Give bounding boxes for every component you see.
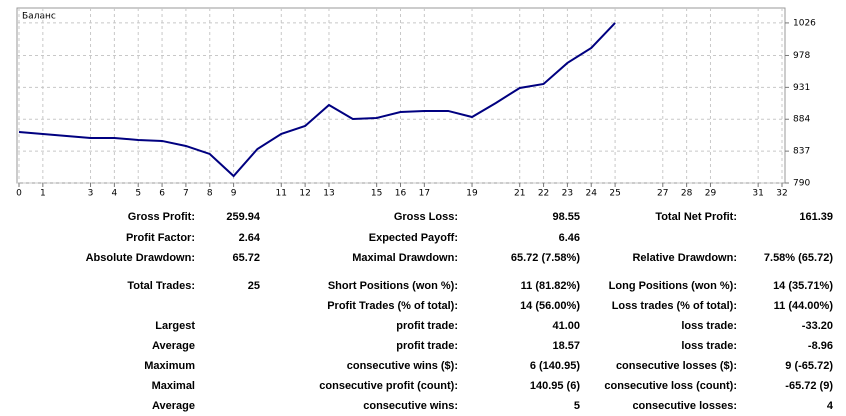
stat-label: Gross Profit: [128, 211, 195, 223]
x-tick-label: 31 [752, 189, 763, 199]
stat-label: Relative Drawdown: [632, 252, 737, 264]
stat-label: Total Trades: [127, 280, 195, 292]
stat-label: Profit Trades (% of total): [327, 300, 458, 312]
x-tick-label: 25 [609, 189, 620, 199]
stat-value: 18.57 [552, 340, 580, 352]
x-tick-label: 5 [135, 189, 141, 199]
stat-value: 65.72 [232, 252, 260, 264]
stat-label: Maximum [144, 360, 195, 372]
x-tick-label: 3 [88, 189, 94, 199]
x-tick-label: 23 [562, 189, 573, 199]
chart-title: Баланс [22, 12, 56, 22]
stat-value: 98.55 [552, 211, 580, 223]
x-tick-label: 11 [276, 189, 287, 199]
x-tick-label: 9 [231, 189, 237, 199]
x-tick-label: 32 [776, 189, 787, 199]
x-tick-label: 7 [183, 189, 189, 199]
stat-value: 14 (35.71%) [773, 280, 833, 292]
stat-value: 140.95 (6) [530, 380, 580, 392]
stat-value: -65.72 (9) [785, 380, 833, 392]
stat-value: 11 (81.82%) [521, 280, 581, 292]
stat-label: loss trade: [681, 340, 737, 352]
stat-value: 7.58% (65.72) [764, 252, 833, 264]
stat-label: Average [152, 340, 195, 352]
stat-label: consecutive losses ($): [616, 360, 737, 372]
stat-label: Profit Factor: [126, 232, 195, 244]
stat-label: Total Net Profit: [655, 211, 737, 223]
stat-label: profit trade: [396, 320, 458, 332]
stat-value: -33.20 [802, 320, 833, 332]
stat-label: Maximal [152, 380, 195, 392]
x-tick-label: 13 [323, 189, 334, 199]
stat-value: 41.00 [552, 320, 580, 332]
stat-value: -8.96 [808, 340, 833, 352]
x-tick-label: 22 [538, 189, 549, 199]
stat-label: Expected Payoff: [369, 232, 458, 244]
x-tick-label: 29 [705, 189, 717, 199]
stat-value: 6 (140.95) [530, 360, 580, 372]
x-tick-label: 21 [514, 189, 525, 199]
y-tick-label: 1026 [793, 18, 816, 28]
y-tick-label: 837 [793, 147, 810, 157]
stat-label: consecutive wins ($): [347, 360, 458, 372]
stat-label: consecutive losses: [632, 400, 737, 412]
x-tick-label: 8 [207, 189, 213, 199]
stat-value: 4 [827, 400, 834, 412]
y-tick-label: 931 [793, 83, 810, 93]
stat-value: 161.39 [799, 211, 833, 223]
y-tick-label: 884 [793, 115, 810, 125]
y-tick-label: 790 [793, 179, 810, 189]
stat-label: consecutive wins: [363, 400, 458, 412]
stat-label: profit trade: [396, 340, 458, 352]
x-tick-label: 15 [371, 189, 382, 199]
stat-label: Largest [155, 320, 195, 332]
stat-label: Average [152, 400, 195, 412]
x-tick-label: 12 [299, 189, 310, 199]
x-tick-label: 17 [419, 189, 430, 199]
x-tick-label: 24 [586, 189, 598, 199]
stat-value: 14 (56.00%) [520, 300, 580, 312]
x-tick-label: 19 [466, 189, 478, 199]
stat-label: Maximal Drawdown: [352, 252, 458, 264]
stat-value: 5 [574, 400, 580, 412]
stat-label: Loss trades (% of total): [612, 300, 737, 312]
x-tick-label: 6 [159, 189, 165, 199]
stat-label: consecutive loss (count): [604, 380, 737, 392]
stat-label: Absolute Drawdown: [86, 252, 195, 264]
stat-value: 259.94 [226, 211, 261, 223]
stat-label: Long Positions (won %): [609, 280, 737, 292]
y-tick-label: 978 [793, 51, 810, 61]
x-tick-label: 28 [681, 189, 693, 199]
stat-label: loss trade: [681, 320, 737, 332]
stat-value: 65.72 (7.58%) [511, 252, 580, 264]
stat-value: 25 [248, 280, 260, 292]
x-tick-label: 1 [40, 189, 46, 199]
x-tick-label: 16 [395, 189, 407, 199]
stat-label: Gross Loss: [394, 211, 458, 223]
stat-value: 2.64 [239, 232, 261, 244]
balance-line [18, 22, 616, 178]
stat-value: 6.46 [559, 232, 580, 244]
stat-value: 9 (-65.72) [785, 360, 833, 372]
x-tick-label: 0 [16, 189, 22, 199]
stat-label: consecutive profit (count): [319, 380, 458, 392]
x-tick-label: 4 [112, 189, 118, 199]
stat-value: 11 (44.00%) [774, 300, 834, 312]
stat-label: Short Positions (won %): [328, 280, 458, 292]
x-tick-label: 27 [657, 189, 668, 199]
